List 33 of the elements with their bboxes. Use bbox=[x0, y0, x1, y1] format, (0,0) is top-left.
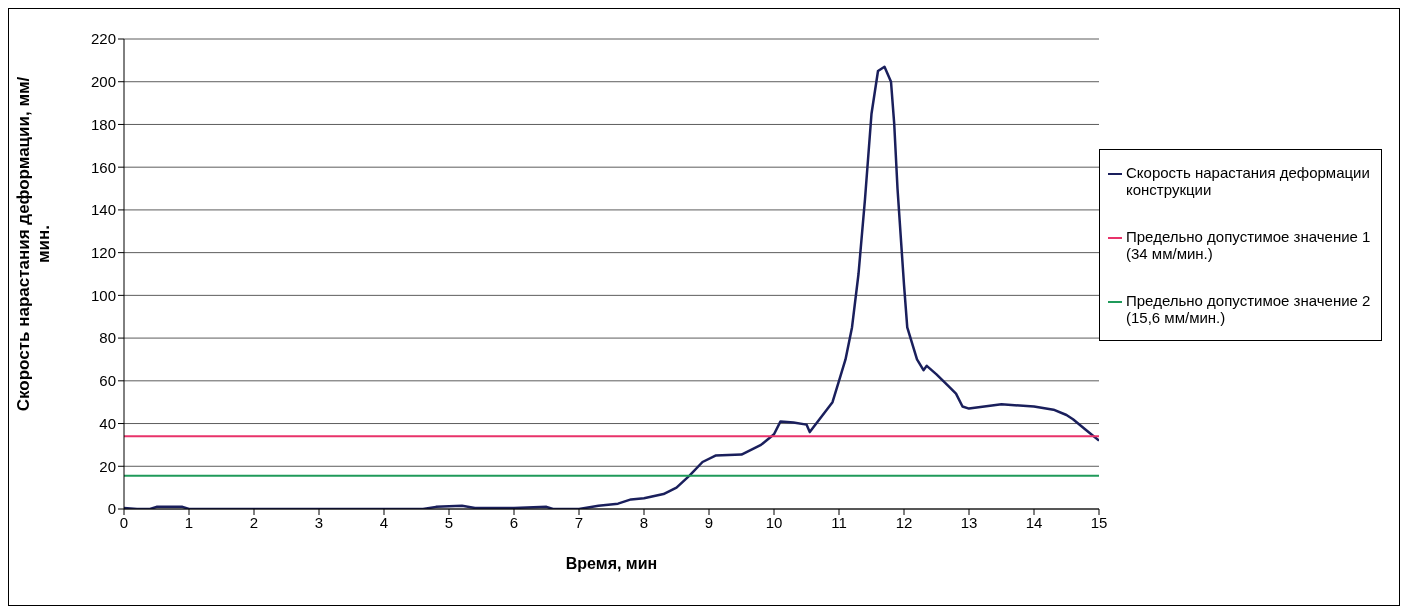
x-tick-label: 0 bbox=[119, 513, 129, 531]
y-tick-label: 0 bbox=[107, 500, 116, 518]
x-tick-label: 15 bbox=[1090, 513, 1108, 531]
y-tick-label: 40 bbox=[99, 414, 116, 432]
y-tick-label: 100 bbox=[90, 286, 116, 304]
x-tick-label: 4 bbox=[379, 513, 389, 531]
x-axis-title: Время, мин bbox=[565, 555, 658, 572]
y-axis-title: Скорость нарастания деформации, мм/мин. bbox=[14, 75, 54, 414]
x-tick-label: 7 bbox=[574, 513, 584, 531]
y-tick-label: 140 bbox=[90, 201, 116, 219]
y-tick-label: 80 bbox=[99, 329, 116, 347]
y-tick-label: 200 bbox=[90, 73, 116, 91]
x-tick-label: 6 bbox=[509, 513, 519, 531]
legend-label: Предельно допустимое значение 1 (34 мм/мин.) bbox=[1126, 228, 1372, 262]
y-tick-label: 60 bbox=[99, 372, 116, 390]
x-tick-label: 12 bbox=[895, 513, 913, 531]
y-tick-label: 160 bbox=[90, 158, 116, 176]
legend-label: Предельно допустимое значение 2 (15,6 мм/мин.) bbox=[1126, 292, 1372, 326]
y-tick-label: 220 bbox=[90, 30, 116, 48]
x-tick-label: 10 bbox=[765, 513, 783, 531]
x-tick-label: 1 bbox=[184, 513, 194, 531]
x-tick-label: 11 bbox=[831, 513, 847, 531]
x-tick-label: 14 bbox=[1025, 513, 1043, 531]
x-tick-label: 2 bbox=[249, 513, 259, 531]
x-tick-label: 9 bbox=[704, 513, 714, 531]
x-tick-label: 5 bbox=[444, 513, 454, 531]
x-tick-label: 13 bbox=[960, 513, 978, 531]
y-tick-label: 120 bbox=[90, 243, 116, 261]
x-tick-label: 3 bbox=[314, 513, 324, 531]
y-tick-label: 180 bbox=[90, 115, 116, 133]
y-tick-label: 20 bbox=[99, 457, 116, 475]
legend-label: Скорость нарастания деформации конструкции bbox=[1126, 164, 1371, 198]
x-tick-label: 8 bbox=[639, 513, 649, 531]
